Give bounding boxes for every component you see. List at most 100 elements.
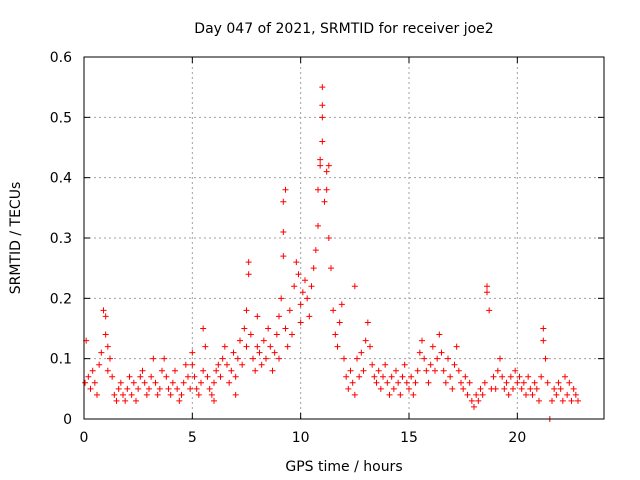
data-point [479,391,486,398]
data-point [527,385,534,392]
data-point [451,361,458,368]
data-point [276,313,282,320]
data-point [386,391,393,398]
data-point [104,367,111,374]
data-point [189,349,196,356]
data-point [250,355,256,362]
data-point [317,162,324,169]
data-point [512,367,519,374]
data-point [360,367,367,374]
data-point [564,391,571,398]
data-point [401,361,408,368]
data-point [390,385,397,392]
data-point [280,198,287,205]
data-point [154,391,161,398]
data-point [412,379,419,386]
data-point [150,355,157,362]
data-point [187,385,194,392]
data-point [224,361,230,368]
data-point [514,379,521,386]
data-point [425,379,432,386]
data-point [278,295,285,302]
data-point [82,379,89,386]
data-point [102,331,109,338]
data-point [562,373,568,380]
data-point [460,385,467,392]
data-point [85,373,92,380]
data-point [273,331,280,338]
data-point [163,373,170,380]
data-point [445,355,451,362]
data-point [555,379,562,386]
data-point [334,343,341,350]
data-point [321,198,328,205]
data-point [510,385,516,392]
data-point [128,391,135,398]
y-tick-label: 0.1 [50,352,72,368]
data-point [263,355,269,362]
data-point [486,307,493,314]
data-point [276,355,282,362]
data-point [245,271,252,278]
data-point [200,325,207,332]
data-point [328,265,334,272]
data-point [256,349,263,356]
data-point [575,397,581,404]
data-point [395,379,402,386]
data-point [531,379,538,386]
data-point [349,379,356,386]
data-point [484,283,490,290]
data-point [174,385,181,392]
data-point [323,186,330,193]
data-point [206,385,213,392]
data-point [466,379,473,386]
data-point [195,391,202,398]
data-point [568,397,575,404]
data-point [89,367,96,374]
data-point [87,385,94,392]
data-point [258,361,265,368]
grid-lines [84,57,604,419]
data-point [115,385,122,392]
data-point [100,307,107,314]
data-point [102,313,109,320]
data-point [429,343,436,350]
data-point [507,373,514,380]
data-point [167,391,174,398]
data-point [139,367,146,374]
data-point [406,385,412,392]
data-point [373,379,380,386]
data-point [449,385,456,392]
data-point [336,319,343,326]
data-point [347,367,354,374]
data-point [211,397,217,404]
data-point [252,367,259,374]
data-point [544,379,551,386]
data-point [280,253,287,260]
data-point [447,373,454,380]
data-point [96,361,103,368]
data-point [367,343,373,350]
data-point [120,391,126,398]
data-point [107,355,113,362]
data-point [432,367,438,374]
data-point [146,385,152,392]
data-point [330,307,337,314]
data-point [551,385,558,392]
data-point [302,277,308,284]
data-point [271,349,278,356]
data-point [310,265,317,272]
data-point [122,397,129,404]
y-tick-label: 0.4 [50,171,72,187]
data-point [341,355,347,362]
data-point [423,367,430,374]
data-point [284,343,291,350]
data-point [362,337,369,344]
data-point [232,373,239,380]
data-point [221,343,228,350]
data-point [208,391,215,398]
data-point [436,331,443,338]
data-point [215,361,222,368]
data-point [384,379,391,386]
data-point [408,373,415,380]
